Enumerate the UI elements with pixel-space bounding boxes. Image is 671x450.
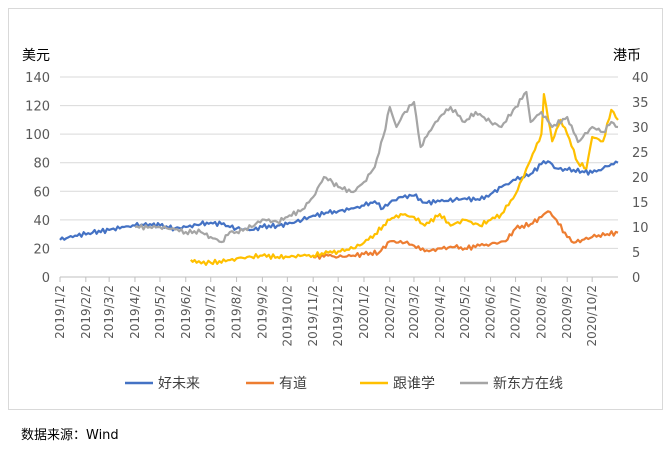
right-tick-label: 10 <box>632 221 649 236</box>
legend-label-0: 好未来 <box>158 376 200 392</box>
x-tick-label: 2019/5/2 <box>153 285 167 339</box>
left-tick-label: 140 <box>25 71 50 86</box>
x-tick-label: 2020/10/2 <box>585 285 599 347</box>
left-axis-unit-label: 美元 <box>22 48 50 64</box>
source-note: 数据来源：Wind <box>21 428 119 443</box>
x-tick-label: 2020/3/2 <box>407 285 421 339</box>
right-axis-unit-label: 港币 <box>613 48 641 64</box>
x-tick-label: 2020/7/2 <box>509 285 523 339</box>
right-tick-label: 5 <box>632 246 640 261</box>
left-tick-label: 80 <box>33 157 50 172</box>
x-tick-label: 2020/2/2 <box>383 285 397 339</box>
line-chart: 0 20 40 60 80 100 120 140 0 5 10 15 20 25 30 35 40 2019… <box>22 48 649 392</box>
series-line-1 <box>312 210 619 260</box>
x-tick-label: 2019/9/2 <box>255 285 269 339</box>
x-tick-label: 2020/4/2 <box>433 285 447 339</box>
left-tick-label: 20 <box>33 242 50 257</box>
x-tick-label: 2020/9/2 <box>560 285 574 339</box>
right-axis-ticks: 0 5 10 15 20 25 30 35 40 <box>632 71 649 286</box>
right-tick-label: 20 <box>632 171 649 186</box>
right-tick-label: 25 <box>632 146 649 161</box>
right-tick-label: 30 <box>632 121 649 136</box>
x-tick-label: 2019/8/2 <box>230 285 244 339</box>
legend-label-3: 新东方在线 <box>493 376 563 392</box>
series-line-3 <box>134 90 619 244</box>
right-tick-label: 40 <box>632 71 649 86</box>
right-tick-label: 0 <box>632 271 640 286</box>
left-tick-label: 120 <box>25 100 50 115</box>
x-tick-label: 2019/3/2 <box>102 285 116 339</box>
x-tick-label: 2019/4/2 <box>128 285 142 339</box>
x-tick-label: 2020/1/2 <box>357 285 371 339</box>
x-tick-label: 2020/8/2 <box>534 285 548 339</box>
x-tick-label: 2019/12/2 <box>331 285 345 347</box>
series-line-2 <box>190 93 619 266</box>
x-tick-label: 2019/11/2 <box>306 285 320 347</box>
x-tick-label: 2019/6/2 <box>179 285 193 339</box>
x-tick-label: 2019/7/2 <box>204 285 218 339</box>
chart-frame <box>8 8 663 410</box>
series-lines <box>59 90 619 266</box>
left-tick-label: 40 <box>33 214 50 229</box>
legend-label-1: 有道 <box>279 376 307 392</box>
legend: 好未来 有道 跟谁学 新东方在线 <box>125 376 563 392</box>
x-tick-label: 2019/1/2 <box>53 285 67 339</box>
x-tick-label: 2019/10/2 <box>280 285 294 347</box>
left-tick-label: 0 <box>42 271 50 286</box>
right-tick-label: 15 <box>632 196 649 211</box>
legend-label-2: 跟谁学 <box>393 376 435 392</box>
x-tick-label: 2020/5/2 <box>458 285 472 339</box>
left-axis-ticks: 0 20 40 60 80 100 120 140 <box>25 71 50 286</box>
left-tick-label: 60 <box>33 185 50 200</box>
x-tick-label: 2019/2/2 <box>79 285 93 339</box>
right-tick-label: 35 <box>632 96 649 111</box>
gridlines <box>60 76 618 249</box>
x-axis-ticks: 2019/1/2 2019/2/2 2019/3/2 2019/4/2 2019/5/2… <box>53 277 599 347</box>
left-tick-label: 100 <box>25 128 50 143</box>
x-tick-label: 2020/6/2 <box>484 285 498 339</box>
